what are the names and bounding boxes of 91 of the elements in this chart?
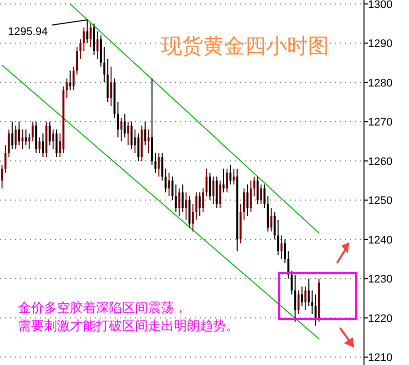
candlestick [246, 184, 248, 216]
candlestick [192, 204, 194, 232]
candlestick [212, 176, 214, 205]
candlestick [42, 132, 44, 158]
candlestick [38, 136, 41, 154]
candlestick [48, 121, 51, 146]
candlestick [79, 38, 82, 60]
candlestick [52, 129, 54, 150]
candlestick [256, 176, 259, 205]
y-tick-label: 1270 [368, 116, 392, 129]
candlestick [222, 168, 225, 193]
candlestick [8, 129, 10, 158]
candlestick [76, 46, 78, 76]
candlestick [314, 294, 317, 326]
candlestick [161, 152, 164, 182]
annotation: 1295.94 [8, 26, 48, 38]
y-tick-label: 1280 [368, 77, 392, 90]
candlestick [130, 121, 133, 150]
candlestick [66, 78, 68, 99]
candlestick [100, 34, 102, 68]
candlestick [90, 23, 92, 48]
candlestick [304, 286, 306, 311]
candlestick [168, 172, 170, 197]
candlestick [260, 184, 262, 205]
candlestick [127, 121, 130, 146]
candlestick [110, 66, 112, 106]
candlestick [120, 117, 122, 142]
candlestick [300, 286, 303, 307]
candlestick [219, 180, 222, 209]
candlestick [164, 168, 167, 193]
candlestick [198, 192, 201, 216]
candlestick [263, 184, 266, 209]
candlestick [274, 211, 276, 240]
candlestick [266, 196, 269, 232]
text: 现货黄金四小时图 [161, 34, 329, 58]
candlestick [24, 129, 27, 146]
y-tick-label: 1300 [368, 0, 392, 11]
candlestick [185, 192, 188, 220]
candlestick [253, 176, 256, 197]
candlestick [178, 188, 180, 216]
candlestick [1, 164, 4, 189]
candlestick [229, 164, 232, 185]
candlestick [174, 184, 177, 212]
candlestick [148, 129, 150, 154]
candlestick [208, 172, 211, 201]
candlestick [11, 121, 14, 150]
candlestick [243, 188, 246, 220]
candlestick [171, 176, 174, 201]
candlestick [18, 121, 20, 146]
candlestick [232, 168, 235, 185]
candlestick [154, 152, 156, 174]
candlestick [270, 208, 272, 232]
candlestick [124, 113, 126, 138]
candlestick [188, 196, 190, 228]
y-tick-label: 1250 [368, 195, 392, 208]
candlestick [137, 132, 140, 162]
candlestick [134, 129, 136, 154]
y-tick-label: 1210 [368, 352, 392, 364]
candlestick [298, 290, 300, 314]
candlestick [35, 121, 38, 154]
candlestick [82, 26, 85, 52]
candlestick [93, 23, 96, 56]
candlestick [69, 70, 72, 91]
candlestick [158, 152, 160, 178]
candlestick [72, 66, 75, 91]
candlestick [216, 176, 218, 209]
candlestick [226, 168, 228, 193]
y-tick-label: 1240 [368, 234, 392, 246]
y-tick-label: 1230 [368, 274, 392, 286]
y-tick-label: 1290 [368, 38, 392, 50]
candlestick [14, 125, 17, 150]
candlestick [4, 144, 6, 174]
candlestick [96, 30, 98, 60]
candlestick [284, 238, 286, 264]
candlestick [277, 219, 280, 256]
candlestick [21, 129, 24, 150]
y-tick-label: 1220 [368, 312, 392, 325]
candlestick [250, 180, 252, 212]
candlestick [280, 234, 283, 260]
candlestick [182, 184, 184, 212]
candlestick [144, 121, 146, 146]
candlestick [294, 274, 296, 322]
candlestick [56, 129, 58, 158]
annotation: 金价多空胶着深陷区间震荡，需要刺激才能打破区间走出明朗趋势。 [18, 300, 239, 334]
candlestick [202, 188, 204, 212]
candlestick [195, 192, 198, 220]
line-series [2, 64, 320, 340]
y-tick-label: 1260 [368, 156, 392, 168]
candlestick [116, 102, 119, 138]
candlestick [206, 168, 208, 197]
candlestick [151, 78, 154, 166]
